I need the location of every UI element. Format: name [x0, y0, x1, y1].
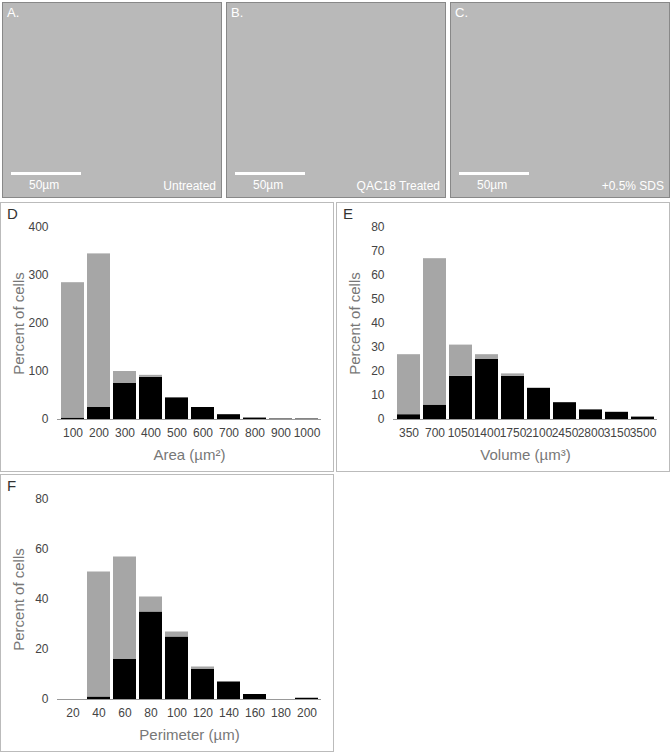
svg-text:Percent of cells: Percent of cells	[10, 272, 27, 375]
svg-text:300: 300	[115, 426, 135, 440]
html-text:C.: C.	[455, 5, 468, 20]
svg-text:70: 70	[371, 244, 385, 258]
svg-text:1050: 1050	[448, 426, 475, 440]
svg-text:60: 60	[35, 542, 49, 556]
svg-text:80: 80	[35, 492, 49, 506]
svg-text:100: 100	[28, 364, 48, 378]
svg-text:200: 200	[297, 706, 317, 720]
svg-text:0: 0	[42, 412, 49, 426]
html-text:50µm: 50µm	[477, 178, 508, 192]
svg-text:1000: 1000	[294, 426, 321, 440]
html-text:E: E	[343, 205, 353, 222]
svg-text:2100: 2100	[526, 426, 553, 440]
svg-text:50: 50	[371, 292, 385, 306]
svg-text:700: 700	[219, 426, 239, 440]
svg-text:3150: 3150	[604, 426, 631, 440]
svg-text:60: 60	[118, 706, 132, 720]
svg-text:100: 100	[167, 706, 187, 720]
svg-text:2800: 2800	[578, 426, 605, 440]
svg-text:160: 160	[245, 706, 265, 720]
svg-text:40: 40	[35, 592, 49, 606]
svg-text:500: 500	[167, 426, 187, 440]
svg-text:40: 40	[92, 706, 106, 720]
svg-text:80: 80	[371, 220, 385, 234]
svg-text:10: 10	[371, 388, 385, 402]
svg-text:300: 300	[28, 268, 48, 282]
svg-text:400: 400	[141, 426, 161, 440]
svg-text:100: 100	[63, 426, 83, 440]
svg-text:Percent of cells: Percent of cells	[346, 272, 363, 375]
svg-text:2450: 2450	[552, 426, 579, 440]
html-text:+0.5% SDS: +0.5% SDS	[601, 179, 664, 193]
html-text:QAC18 Treated: QAC18 Treated	[356, 179, 440, 193]
svg-text:0: 0	[42, 692, 49, 706]
svg-text:200: 200	[28, 316, 48, 330]
svg-text:800: 800	[245, 426, 265, 440]
svg-text:3500: 3500	[630, 426, 657, 440]
html-text:D: D	[7, 205, 18, 222]
html-text:Untreated: Untreated	[163, 179, 216, 193]
svg-text:30: 30	[371, 340, 385, 354]
svg-text:20: 20	[35, 642, 49, 656]
svg-text:Perimeter (µm): Perimeter (µm)	[139, 726, 239, 743]
svg-text:20: 20	[371, 364, 385, 378]
svg-text:1400: 1400	[474, 426, 501, 440]
html-text:B.: B.	[231, 5, 244, 20]
svg-text:60: 60	[371, 268, 385, 282]
svg-text:120: 120	[193, 706, 213, 720]
html-text:F: F	[7, 477, 17, 494]
svg-text:40: 40	[371, 316, 385, 330]
svg-text:80: 80	[144, 706, 158, 720]
svg-text:1750: 1750	[500, 426, 527, 440]
html-text:A.: A.	[7, 5, 20, 20]
svg-text:140: 140	[219, 706, 239, 720]
svg-text:700: 700	[425, 426, 445, 440]
svg-text:Volume (µm³): Volume (µm³)	[480, 446, 570, 463]
svg-text:350: 350	[399, 426, 419, 440]
svg-text:20: 20	[66, 706, 80, 720]
svg-text:Area (µm²): Area (µm²)	[154, 446, 226, 463]
svg-text:0: 0	[378, 412, 385, 426]
html-text:50µm: 50µm	[29, 178, 60, 192]
html-text:50µm: 50µm	[253, 178, 284, 192]
svg-text:400: 400	[28, 220, 48, 234]
svg-text:180: 180	[271, 706, 291, 720]
svg-text:Percent of cells: Percent of cells	[10, 548, 27, 651]
svg-text:200: 200	[89, 426, 109, 440]
svg-text:900: 900	[271, 426, 291, 440]
svg-text:600: 600	[193, 426, 213, 440]
